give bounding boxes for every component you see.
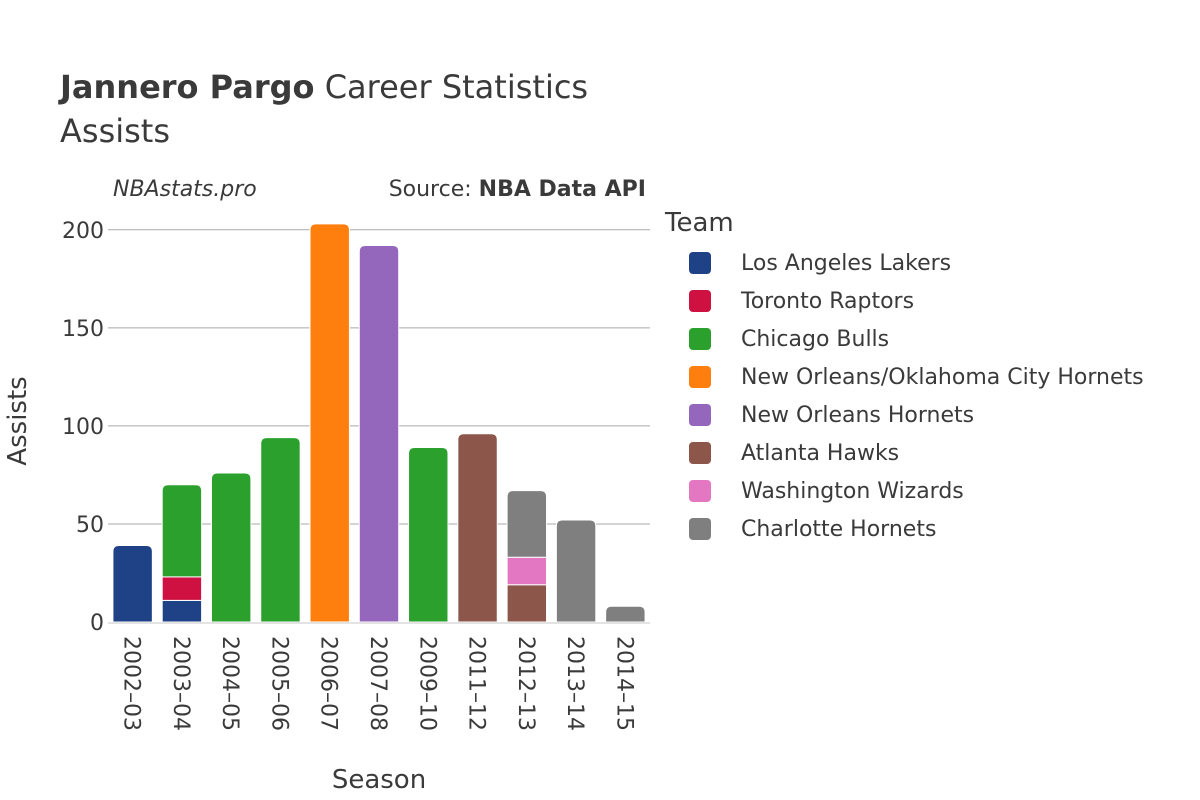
- legend-swatch: [689, 518, 711, 540]
- x-tick-label: 2005–06: [266, 636, 291, 731]
- legend-item[interactable]: Toronto Raptors: [665, 282, 1144, 320]
- x-tick-label: 2009–10: [414, 636, 439, 731]
- legend-label: Toronto Raptors: [741, 288, 915, 314]
- legend-item[interactable]: New Orleans/Oklahoma City Hornets: [665, 358, 1144, 396]
- chart-subtitle: Assists: [60, 112, 171, 150]
- bar-segment[interactable]: [457, 433, 498, 623]
- x-tick-label: 2006–07: [316, 636, 341, 731]
- bar-segment[interactable]: [161, 484, 203, 578]
- y-axis-title: Assists: [3, 376, 33, 465]
- y-tick-label: 0: [90, 611, 104, 636]
- bar-segment[interactable]: [161, 599, 203, 623]
- bar-segment[interactable]: [260, 437, 301, 623]
- legend-item[interactable]: Atlanta Hawks: [665, 434, 1144, 472]
- x-tick-label: 2011–12: [464, 636, 489, 731]
- legend-title: Team: [665, 208, 734, 238]
- y-tick-label: 50: [76, 513, 104, 538]
- bar-segment[interactable]: [309, 223, 350, 623]
- legend-swatch: [689, 404, 711, 426]
- y-tick-label: 200: [62, 219, 104, 244]
- source-label: Source:: [388, 177, 479, 202]
- legend-swatch: [689, 328, 711, 350]
- bar-segment[interactable]: [506, 490, 548, 558]
- bar-segment[interactable]: [210, 472, 252, 623]
- legend-items: Los Angeles Lakers Toronto Raptors Chicago…: [665, 244, 1144, 548]
- source-credit: Source: NBA Data API: [389, 177, 646, 202]
- x-tick-label: 2013–14: [562, 636, 587, 731]
- x-axis-title: Season: [332, 765, 426, 795]
- x-tick-label: 2012–13: [513, 636, 538, 731]
- bar-segment[interactable]: [112, 545, 153, 623]
- x-tick-label: 2004–05: [217, 636, 242, 731]
- legend-swatch: [689, 442, 711, 464]
- legend-item[interactable]: Washington Wizards: [665, 472, 1144, 510]
- x-tick-label: 2014–15: [611, 636, 636, 731]
- legend-label: New Orleans Hornets: [741, 402, 975, 428]
- bar-segment[interactable]: [358, 244, 400, 623]
- legend-swatch: [689, 480, 711, 502]
- source-name: NBA Data API: [478, 177, 646, 202]
- legend: Team Los Angeles Lakers Toronto Raptors Ch…: [665, 208, 1144, 548]
- chart-title-player: Jannero Pargo: [60, 68, 315, 106]
- bar-segment[interactable]: [555, 519, 597, 623]
- bar-segment[interactable]: [161, 576, 203, 601]
- x-tick-label: 2002–03: [119, 636, 144, 731]
- axis-layer: 0 50 100 150 200 2002–03 2003–04 2004–05 2005–06…: [3, 219, 650, 795]
- legend-label: Atlanta Hawks: [741, 440, 900, 466]
- y-tick-label: 100: [62, 415, 104, 440]
- x-tick-label: 2007–08: [365, 636, 390, 731]
- bar-segment[interactable]: [506, 584, 548, 623]
- legend-item[interactable]: Charlotte Hornets: [665, 510, 1144, 548]
- legend-label: Charlotte Hornets: [741, 516, 937, 542]
- legend-label: Chicago Bulls: [741, 326, 890, 352]
- legend-swatch: [689, 252, 711, 274]
- chart-title: Jannero Pargo Career Statistics: [60, 68, 588, 106]
- y-tick-label: 150: [62, 317, 104, 342]
- legend-label: Washington Wizards: [741, 478, 964, 504]
- legend-label: New Orleans/Oklahoma City Hornets: [741, 364, 1144, 390]
- legend-item[interactable]: Los Angeles Lakers: [665, 244, 1144, 282]
- bar-segment[interactable]: [506, 556, 548, 586]
- chart-title-rest: Career Statistics: [314, 68, 589, 106]
- bar-layer: [112, 223, 646, 623]
- legend-label: Los Angeles Lakers: [741, 250, 952, 276]
- legend-item[interactable]: Chicago Bulls: [665, 320, 1144, 358]
- legend-swatch: [689, 366, 711, 388]
- legend-item[interactable]: New Orleans Hornets: [665, 396, 1144, 434]
- bar-segment[interactable]: [408, 446, 449, 623]
- x-tick-label: 2003–04: [168, 636, 193, 731]
- legend-swatch: [689, 290, 711, 312]
- site-credit: NBAstats.pro: [113, 177, 257, 202]
- bar-segment[interactable]: [605, 605, 646, 623]
